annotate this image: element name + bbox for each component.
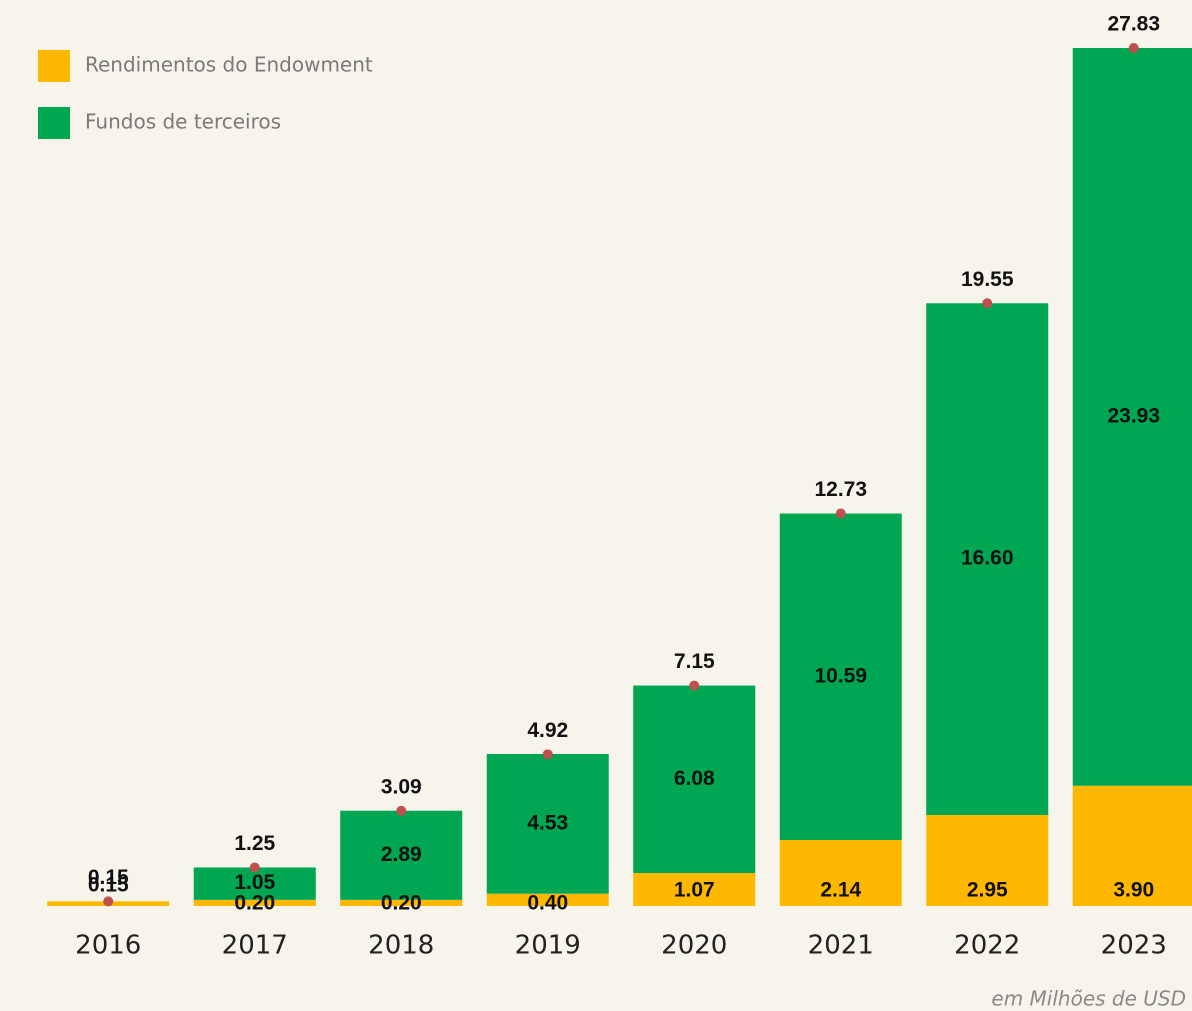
total-label: 1.25 [234, 832, 275, 855]
value-label: 0.20 [381, 892, 422, 915]
value-label: 10.59 [814, 664, 867, 687]
value-label: 0.20 [234, 892, 275, 915]
value-label: 2.95 [967, 879, 1008, 902]
legend-swatch [38, 107, 70, 139]
total-marker [543, 749, 553, 759]
x-tick-label: 2018 [368, 931, 434, 961]
total-marker [836, 509, 846, 519]
value-label: 4.53 [527, 811, 568, 834]
total-marker [103, 896, 113, 906]
value-label: 1.07 [674, 879, 715, 902]
unit-note: em Milhões de USD [991, 987, 1186, 1011]
total-label: 4.92 [527, 719, 568, 742]
x-tick-label: 2017 [222, 931, 288, 961]
total-marker [689, 681, 699, 691]
value-label: 2.14 [820, 879, 861, 902]
total-label: 12.73 [814, 478, 867, 501]
value-label: 6.08 [674, 767, 715, 790]
value-label: 1.05 [234, 871, 275, 894]
value-label: 3.90 [1113, 879, 1154, 902]
total-marker [396, 806, 406, 816]
x-tick-label: 2023 [1101, 931, 1167, 961]
total-marker [250, 862, 260, 872]
chart: em Milhões de USD Rendimentos do Endowme… [0, 0, 1192, 1011]
total-marker [1129, 43, 1139, 53]
x-tick-label: 2016 [75, 931, 141, 961]
legend-swatch [38, 50, 70, 82]
total-label: 7.15 [674, 650, 715, 673]
value-label: 2.89 [381, 843, 422, 866]
total-label: 0.15 [88, 866, 129, 889]
legend-label: Rendimentos do Endowment [85, 53, 373, 77]
value-label: 0.40 [527, 892, 568, 915]
x-tick-label: 2021 [808, 931, 874, 961]
total-label: 27.83 [1107, 13, 1160, 36]
total-label: 19.55 [961, 268, 1014, 291]
x-tick-label: 2022 [954, 931, 1020, 961]
total-marker [982, 298, 992, 308]
total-label: 3.09 [381, 775, 422, 798]
x-tick-label: 2020 [661, 931, 727, 961]
value-label: 16.60 [961, 547, 1014, 570]
value-label: 23.93 [1107, 404, 1160, 427]
legend-label: Fundos de terceiros [85, 110, 281, 134]
x-tick-label: 2019 [515, 931, 581, 961]
